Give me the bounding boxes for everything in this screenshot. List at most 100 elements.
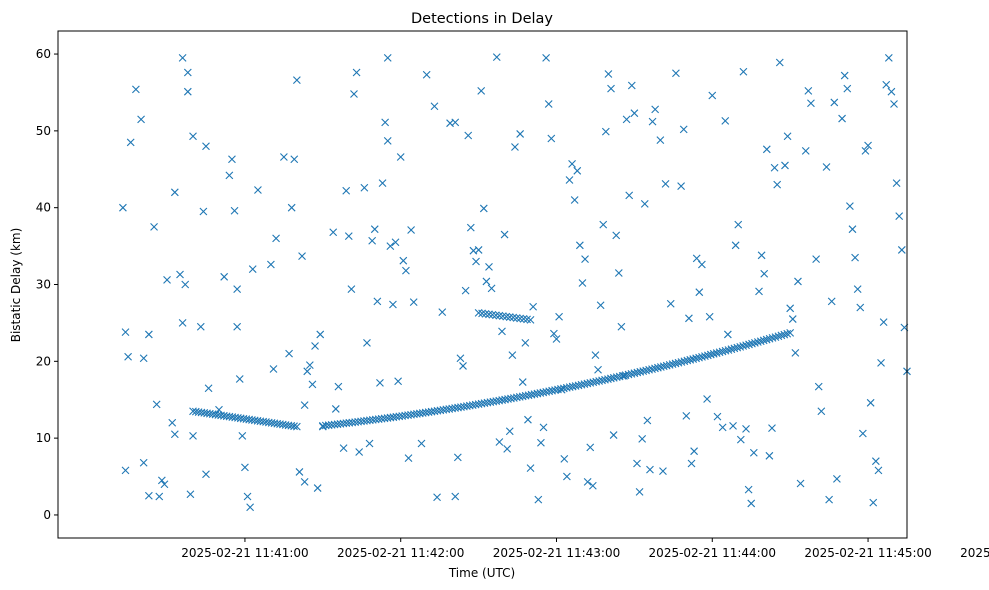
y-tick-label: 20 (36, 354, 51, 368)
detection-marker (794, 277, 802, 286)
detection-marker (305, 361, 314, 370)
detection-marker (551, 386, 559, 395)
detection-marker (595, 377, 604, 385)
detection-marker (243, 492, 252, 501)
detection-marker (718, 347, 727, 356)
detection-marker (762, 335, 771, 344)
detection-marker (562, 383, 571, 392)
detection-marker (586, 443, 595, 452)
detection-marker (796, 479, 805, 488)
detection-marker (137, 115, 145, 124)
detection-marker (739, 67, 748, 76)
detection-marker (464, 131, 473, 140)
detection-marker (451, 118, 460, 127)
detection-marker (723, 330, 732, 339)
detection-marker (537, 438, 545, 447)
detection-marker (124, 352, 132, 361)
detection-marker (683, 356, 692, 365)
detection-marker (132, 85, 140, 94)
detection-marker (139, 354, 148, 363)
detection-marker (368, 236, 377, 245)
detection-marker (897, 246, 906, 254)
detection-marker (144, 491, 153, 500)
detection-marker (695, 288, 704, 297)
detection-marker (591, 351, 600, 360)
detection-marker (248, 265, 257, 274)
detection-marker (712, 349, 721, 357)
detection-marker (524, 415, 532, 424)
detection-marker (235, 375, 244, 383)
detection-marker (163, 276, 171, 284)
detection-marker (196, 322, 205, 331)
x-tick-label: 2025-02-21 11:42:00 (337, 546, 464, 560)
markers-layer (119, 53, 911, 512)
detection-marker (698, 260, 706, 269)
detection-marker (186, 490, 195, 499)
detection-marker (580, 380, 589, 389)
detection-marker (381, 118, 390, 127)
detection-marker (601, 127, 610, 136)
detection-marker (347, 285, 356, 293)
detection-marker (856, 303, 865, 312)
detection-marker (858, 429, 867, 438)
detection-marker (352, 68, 361, 77)
detection-marker (383, 53, 392, 62)
detection-marker (677, 358, 686, 366)
detection-marker (516, 130, 525, 138)
detection-marker (633, 368, 642, 377)
detection-marker (157, 476, 166, 485)
detection-marker (692, 254, 701, 263)
detection-marker (373, 297, 382, 306)
detection-marker (269, 365, 278, 373)
detection-marker (604, 70, 613, 78)
detection-marker (686, 355, 695, 364)
y-tick-label: 30 (36, 278, 51, 292)
detection-marker (139, 458, 148, 467)
detection-marker (544, 100, 553, 108)
detection-marker (577, 380, 586, 389)
detection-marker (661, 179, 670, 188)
detection-marker (417, 439, 426, 448)
detection-marker (786, 329, 795, 337)
detection-marker (748, 339, 756, 348)
detection-marker (721, 346, 730, 355)
detection-marker (609, 431, 618, 439)
detection-marker (298, 252, 306, 260)
detection-marker (548, 386, 556, 395)
detection-marker (176, 270, 184, 279)
detection-marker (202, 470, 210, 479)
detection-marker (568, 160, 576, 168)
detection-marker (848, 225, 857, 234)
detection-marker (666, 299, 675, 308)
detection-marker (160, 480, 169, 489)
detection-marker (378, 179, 387, 187)
detection-marker (329, 228, 338, 237)
detection-marker (451, 492, 460, 501)
detection-marker (730, 344, 739, 353)
detection-marker (170, 430, 179, 439)
detection-marker (890, 100, 898, 108)
detection-marker (682, 411, 691, 420)
detection-marker (511, 143, 519, 151)
detection-marker (627, 369, 636, 378)
detection-marker (313, 484, 322, 492)
detection-marker (518, 378, 527, 386)
detection-marker (760, 269, 769, 278)
detection-marker (363, 338, 371, 347)
detection-marker (624, 370, 633, 379)
detection-marker (677, 182, 686, 191)
detection-marker (762, 145, 771, 154)
detection-marker (565, 176, 574, 184)
detection-marker (692, 354, 700, 363)
detection-marker (736, 435, 745, 444)
y-tick-label: 60 (36, 47, 51, 61)
detection-marker (801, 146, 810, 155)
detection-marker (583, 478, 592, 486)
detection-marker (554, 385, 562, 394)
detection-marker (542, 387, 551, 396)
x-axis-label: Time (UTC) (448, 566, 515, 580)
x-tick-label: 2025-02-21 11:43:00 (493, 546, 620, 560)
detection-marker (825, 495, 833, 504)
detection-marker (765, 451, 774, 460)
